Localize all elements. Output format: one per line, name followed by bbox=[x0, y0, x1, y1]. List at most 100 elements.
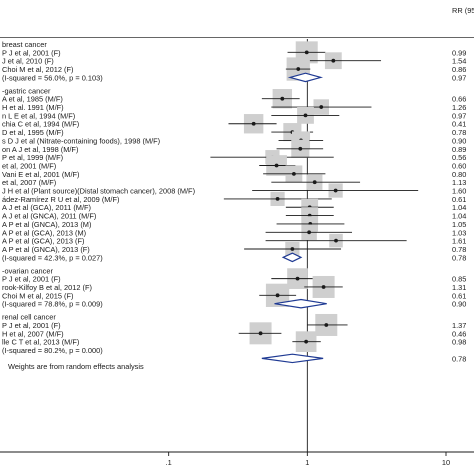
rr-value: 1.03 bbox=[452, 228, 466, 237]
study-label: A et al, 1985 (M/F) bbox=[2, 95, 63, 104]
rr-value: 0.41 bbox=[452, 120, 466, 129]
study-row: H et al. 1991 (M/F) 1.26 bbox=[2, 99, 466, 115]
point-estimate bbox=[295, 276, 300, 281]
subtotal-rr-value: 0.78 bbox=[452, 253, 466, 262]
study-label: A P et al (GNCA), 2013 (M) bbox=[2, 220, 91, 229]
study-label: ádez-Ramírez R U et al, 2009 (M/F) bbox=[2, 195, 119, 204]
study-row: (I-squared = 80.2%, p = 0.000) bbox=[2, 346, 103, 355]
column-header: RR (95 bbox=[452, 6, 474, 15]
study-row: A P et al (GNCA), 2013 (F) 0.78 bbox=[2, 241, 466, 257]
subtotal-label: (I-squared = 78.8%, p = 0.009) bbox=[2, 300, 103, 309]
study-label: A P et al (GCA), 2013 (M) bbox=[2, 228, 86, 237]
rr-value: 0.46 bbox=[452, 329, 466, 338]
rr-value: 0.85 bbox=[452, 275, 466, 284]
study-label: lle C T et al, 2013 (M/F) bbox=[2, 338, 79, 347]
rr-value: 1.60 bbox=[452, 187, 466, 196]
study-row: P J et al, 2001 (F) 1.37 bbox=[2, 313, 466, 336]
study-label: Choi M et al, 2015 (F) bbox=[2, 291, 73, 300]
subgroup-title: breast cancer bbox=[2, 40, 47, 49]
point-estimate bbox=[275, 196, 280, 201]
study-label: s D J et al (Nitrate-containing foods), … bbox=[2, 136, 160, 145]
rr-value: 0.61 bbox=[452, 291, 466, 300]
subtotal-rr-value: 0.97 bbox=[452, 73, 466, 82]
subgroup-title: -ovarian cancer bbox=[2, 266, 53, 275]
point-estimate bbox=[274, 163, 279, 168]
rr-value: 1.54 bbox=[452, 57, 466, 66]
study-row: J H et al (Plant source)(Distal stomach … bbox=[2, 183, 466, 198]
study-label: P J et al, 2001 (F) bbox=[2, 48, 61, 57]
rr-value: 0.80 bbox=[452, 170, 466, 179]
study-label: J et al, 2010 (F) bbox=[2, 57, 54, 66]
point-estimate bbox=[304, 50, 309, 55]
point-estimate bbox=[333, 188, 338, 193]
study-label: chia C et al, 1994 (M/F) bbox=[2, 120, 79, 129]
point-estimate bbox=[321, 285, 326, 289]
study-label: on A J et al, 1998 (M/F) bbox=[2, 145, 78, 154]
subtotal-row: (I-squared = 42.3%, p = 0.027) 0.78 bbox=[2, 252, 466, 262]
rr-value: 0.86 bbox=[452, 65, 466, 74]
subtotal-row: 0.78 bbox=[261, 353, 466, 364]
study-label: A P et al (GCA), 2013 (F) bbox=[2, 237, 84, 246]
subtotal-diamond bbox=[287, 72, 324, 83]
subtotal-diamond bbox=[261, 353, 324, 364]
study-label: Vani E et al, 2001 (M/F) bbox=[2, 170, 80, 179]
subtotal-label: (I-squared = 56.0%, p = 0.103) bbox=[2, 73, 103, 82]
point-estimate bbox=[291, 171, 296, 176]
study-row: A P et al (GCA), 2013 (M) 1.03 bbox=[2, 224, 466, 241]
subgroup-title: -gastric cancer bbox=[2, 86, 51, 95]
study-label: H et al, 2007 (M/F) bbox=[2, 329, 64, 338]
study-row: rook-Kilfoy B et al, 2012 (F) 1.31 bbox=[2, 275, 466, 298]
study-label: A J et al (GCA), 2011 (M/F) bbox=[2, 203, 91, 212]
subgroup-title: renal cell cancer bbox=[2, 313, 56, 322]
study-label: H et al. 1991 (M/F) bbox=[2, 103, 64, 112]
rr-value: 0.90 bbox=[452, 136, 466, 145]
point-estimate bbox=[324, 323, 329, 327]
point-estimate bbox=[312, 180, 317, 185]
subtotal-row: (I-squared = 78.8%, p = 0.009) 0.90 bbox=[2, 298, 466, 309]
study-row: lle C T et al, 2013 (M/F) 0.98 bbox=[2, 331, 466, 353]
study-label: et al, 2001 (M/F) bbox=[2, 161, 56, 170]
point-estimate bbox=[307, 230, 312, 235]
subtotal-diamond bbox=[274, 298, 327, 309]
study-label: n L E et al, 1994 (M/F) bbox=[2, 111, 75, 120]
study-row: H et al, 2007 (M/F) 0.46 bbox=[2, 322, 466, 345]
rr-value: 0.60 bbox=[452, 161, 466, 170]
subtotal-label: (I-squared = 42.3%, p = 0.027) bbox=[2, 253, 103, 262]
study-label: P J et al, 2001 (F) bbox=[2, 275, 61, 284]
x-tick-label: .1 bbox=[166, 458, 172, 467]
rr-value: 1.31 bbox=[452, 283, 466, 292]
rr-value: 0.56 bbox=[452, 153, 466, 162]
point-estimate bbox=[298, 146, 303, 151]
rr-value: 1.04 bbox=[452, 203, 466, 212]
rr-value: 1.05 bbox=[452, 220, 466, 229]
subtotal-row: (I-squared = 56.0%, p = 0.103) 0.97 bbox=[2, 72, 466, 83]
point-estimate bbox=[334, 238, 338, 243]
point-estimate bbox=[331, 58, 336, 63]
study-row: chia C et al, 1994 (M/F) 0.41 bbox=[2, 114, 466, 134]
study-label: D et al, 1995 (M/F) bbox=[2, 128, 64, 137]
point-estimate bbox=[275, 293, 280, 298]
rr-value: 0.78 bbox=[452, 128, 466, 137]
x-tick-label: 10 bbox=[442, 458, 450, 467]
rr-value: 0.89 bbox=[452, 145, 466, 154]
point-estimate bbox=[290, 247, 295, 251]
study-row: Vani E et al, 2001 (M/F) 0.80 bbox=[2, 165, 466, 183]
study-label: A J et al (GNCA), 2011 (M/F) bbox=[2, 212, 96, 221]
subtotal-rr-value: 0.90 bbox=[452, 300, 466, 309]
rr-value: 0.98 bbox=[452, 338, 466, 347]
rr-value: 0.66 bbox=[452, 95, 466, 104]
point-estimate bbox=[280, 96, 285, 101]
subtotal-rr-value: 0.78 bbox=[452, 354, 466, 363]
study-row: A et al, 1985 (M/F) 0.66 bbox=[2, 88, 466, 109]
rr-value: 1.37 bbox=[452, 321, 466, 330]
rr-value: 0.61 bbox=[452, 195, 466, 204]
study-row: Choi M et al, 2015 (F) 0.61 bbox=[2, 283, 466, 307]
point-estimate bbox=[303, 113, 308, 118]
study-label: rook-Kilfoy B et al, 2012 (F) bbox=[2, 283, 92, 292]
rr-value: 0.78 bbox=[452, 245, 466, 254]
study-label: A P et al (GNCA), 2013 (F) bbox=[2, 245, 90, 254]
